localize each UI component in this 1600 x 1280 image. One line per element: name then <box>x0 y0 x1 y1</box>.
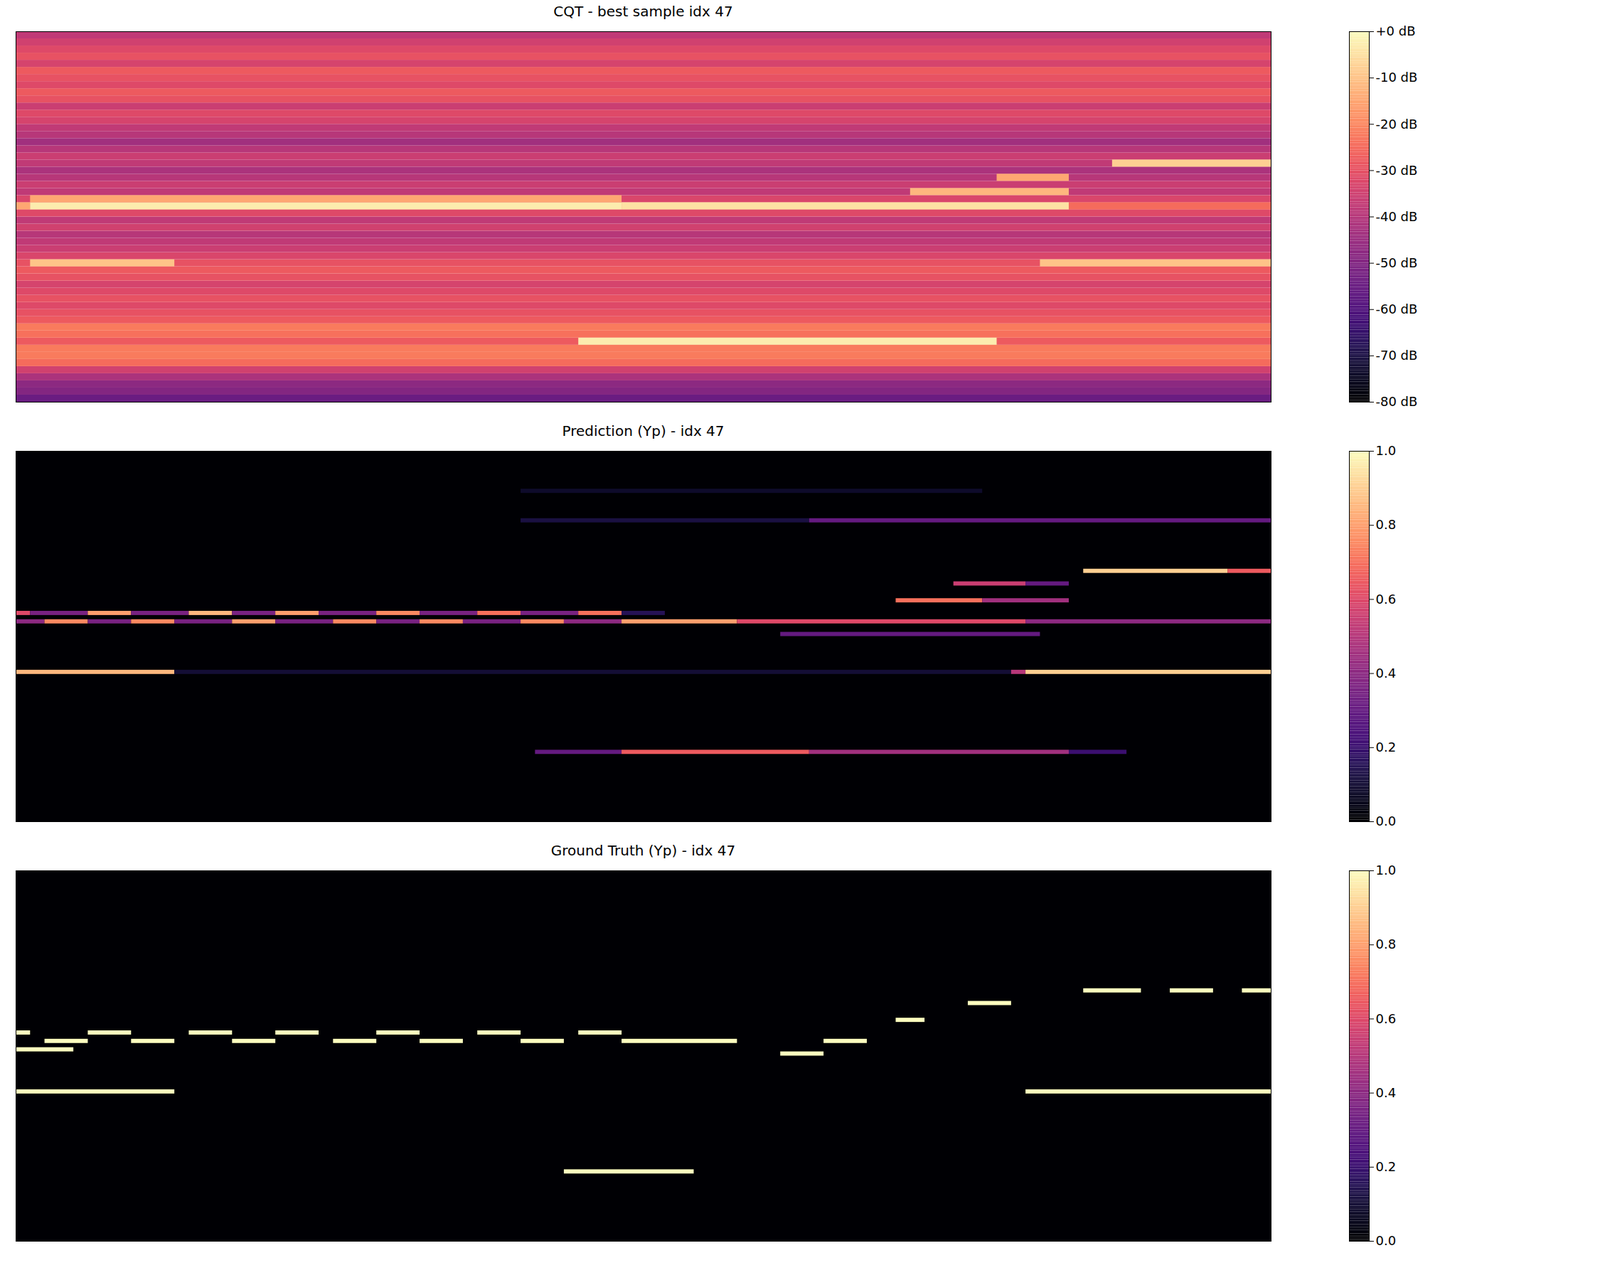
html-text:CQT - best sample idx 47: CQT - best sample idx 47 <box>553 2 733 20</box>
svg-text:-10 dB: -10 dB <box>1376 69 1418 85</box>
svg-text:0.4: 0.4 <box>1376 1085 1397 1101</box>
svg-text:0.0: 0.0 <box>1376 1233 1397 1248</box>
svg-text:0.6: 0.6 <box>1376 1011 1397 1027</box>
svg-text:-70 dB: -70 dB <box>1376 347 1418 363</box>
svg-text:+0 dB: +0 dB <box>1376 23 1416 39</box>
html-text:Ground Truth (Yp) - idx 47: Ground Truth (Yp) - idx 47 <box>550 841 736 860</box>
svg-text:0.0: 0.0 <box>1376 813 1397 829</box>
html-text:Prediction (Yp) - idx 47: Prediction (Yp) - idx 47 <box>562 422 725 440</box>
svg-text:-40 dB: -40 dB <box>1376 209 1418 224</box>
svg-text:0.6: 0.6 <box>1376 591 1397 607</box>
svg-text:0.8: 0.8 <box>1376 936 1397 952</box>
svg-text:0.8: 0.8 <box>1376 516 1397 532</box>
svg-text:1.0: 1.0 <box>1376 862 1397 878</box>
svg-text:-50 dB: -50 dB <box>1376 255 1418 271</box>
svg-text:-20 dB: -20 dB <box>1376 116 1418 132</box>
svg-text:-80 dB: -80 dB <box>1376 393 1418 409</box>
svg-text:0.2: 0.2 <box>1376 739 1397 755</box>
svg-text:0.2: 0.2 <box>1376 1159 1397 1175</box>
svg-text:0.4: 0.4 <box>1376 665 1397 681</box>
svg-text:-30 dB: -30 dB <box>1376 162 1418 178</box>
svg-text:-60 dB: -60 dB <box>1376 301 1418 317</box>
svg-text:1.0: 1.0 <box>1376 443 1397 458</box>
